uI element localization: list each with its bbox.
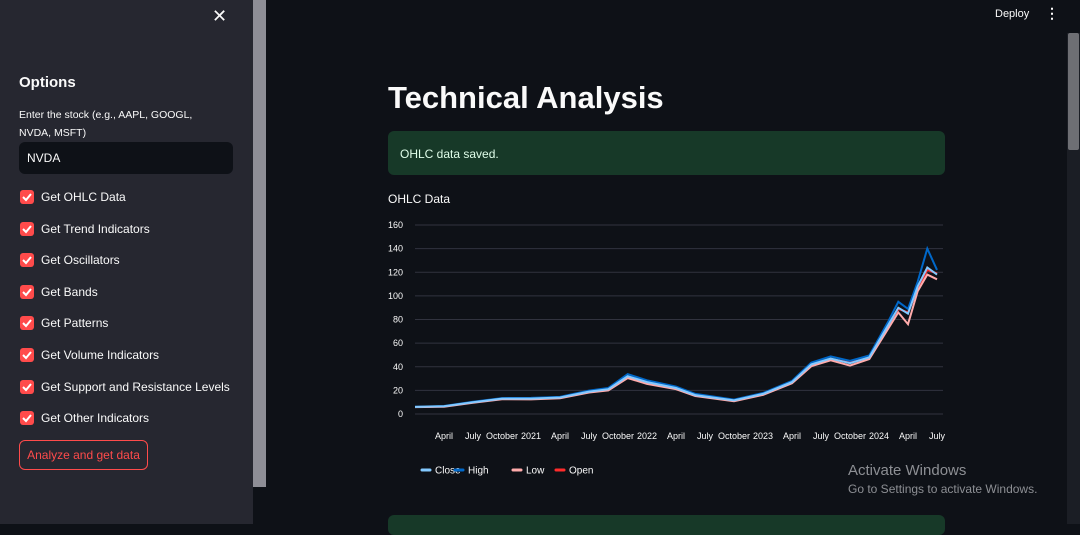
x-tick-label: July [581,431,598,441]
checkbox-label: Get Trend Indicators [41,221,150,236]
x-tick-label: April [667,431,685,441]
legend-label: Low [526,466,545,477]
x-tick-label: April [899,431,917,441]
checkbox-label: Get Other Indicators [41,411,150,426]
legend-label: Close [435,466,461,477]
stock-input[interactable]: NVDA [19,142,233,174]
checkbox-box[interactable] [20,221,34,236]
y-tick-label: 20 [393,385,403,395]
check-mark [22,319,32,328]
x-tick-label: October [602,431,634,441]
y-tick-label: 0 [398,409,403,419]
success-alert [388,515,945,535]
check-mark [22,288,32,297]
checkbox-box[interactable] [20,190,34,204]
checkbox-label: Get Volume Indicators [41,348,160,362]
checkbox-label: Get OHLC Data [41,190,126,204]
x-tick-label: 2023 [753,431,773,441]
y-tick-label: 140 [388,244,403,254]
line [414,265,938,408]
x-tick-label: April [435,431,453,441]
checkbox-label: Get Oscillators [41,253,120,268]
analyze-button[interactable]: Analyze and get data [19,440,148,470]
x-tick-label: April [551,431,569,441]
input-label: Enter the stock (e.g., AAPL, GOOGL, NVDA… [19,109,193,139]
checkbox[interactable]: Get Patterns [20,315,108,331]
sidebar: ✕ Options Enter the stock (e.g., AAPL, G… [0,0,253,524]
y-tick-label: 120 [388,267,403,277]
checkbox-box[interactable] [20,284,34,299]
watermark-subtitle: Go to Settings to activate Windows. [848,482,1038,496]
x-tick-label: 2021 [521,431,541,441]
checkbox-box[interactable] [20,253,34,268]
main-scrollbar[interactable] [1067,33,1080,524]
checkbox-label: Get Support and Resistance Levels [41,379,230,394]
success-text: OHLC data saved. [400,147,499,161]
checkbox[interactable]: Get Bands [20,284,98,300]
x-tick-label: July [697,431,714,441]
sidebar-title: Options [19,74,76,91]
x-tick-label: July [929,431,946,441]
check-mark [22,414,32,423]
success-alert: OHLC data saved. [388,131,945,175]
checkbox-label: Get Bands [41,284,98,299]
legend-label: Open [569,466,593,477]
x-tick-label: July [813,431,830,441]
y-tick-label: 80 [393,315,403,325]
check-mark [22,224,32,234]
y-tick-label: 100 [388,291,403,301]
checkbox[interactable]: Get Support and Resistance Levels [20,379,230,395]
watermark-title: Activate Windows [848,462,967,479]
checkbox[interactable]: Get OHLC Data [20,189,126,205]
y-tick-label: 160 [388,220,403,230]
x-tick-label: July [465,431,482,441]
checkbox[interactable]: Get Oscillators [20,252,120,268]
checkbox-box[interactable] [20,411,34,426]
checkbox-box[interactable] [20,348,34,362]
checkbox-box[interactable] [20,316,34,331]
chart-title: OHLC Data [388,192,451,206]
x-tick-label: 2024 [869,431,889,441]
page-title: Technical Analysis [388,80,664,115]
scroll-thumb[interactable] [1068,33,1079,150]
check-mark [22,256,32,265]
check-mark [22,382,32,392]
deploy-button[interactable]: Deploy [995,8,1030,20]
check-mark [22,351,32,360]
x-tick-label: 2022 [637,431,657,441]
y-tick-label: 60 [393,338,403,348]
y-tick-label: 40 [393,362,403,372]
sidebar-scrollbar[interactable] [253,0,266,487]
checkbox[interactable]: Get Volume Indicators [20,347,159,363]
check-mark [22,193,32,202]
x-tick-label: October [718,431,750,441]
checkbox[interactable]: Get Other Indicators [20,410,149,426]
input-value: NVDA [27,151,61,165]
checkbox[interactable]: Get Trend Indicators [20,221,150,237]
x-tick-label: October [834,431,866,441]
x-tick-label: April [783,431,801,441]
menu-button[interactable]: ⋮ [1045,5,1059,21]
checkbox-box[interactable] [20,379,34,394]
legend-label: High [468,466,489,477]
close-button[interactable]: ✕ [212,6,228,26]
x-tick-label: October [486,431,518,441]
checkbox-label: Get Patterns [41,316,109,331]
